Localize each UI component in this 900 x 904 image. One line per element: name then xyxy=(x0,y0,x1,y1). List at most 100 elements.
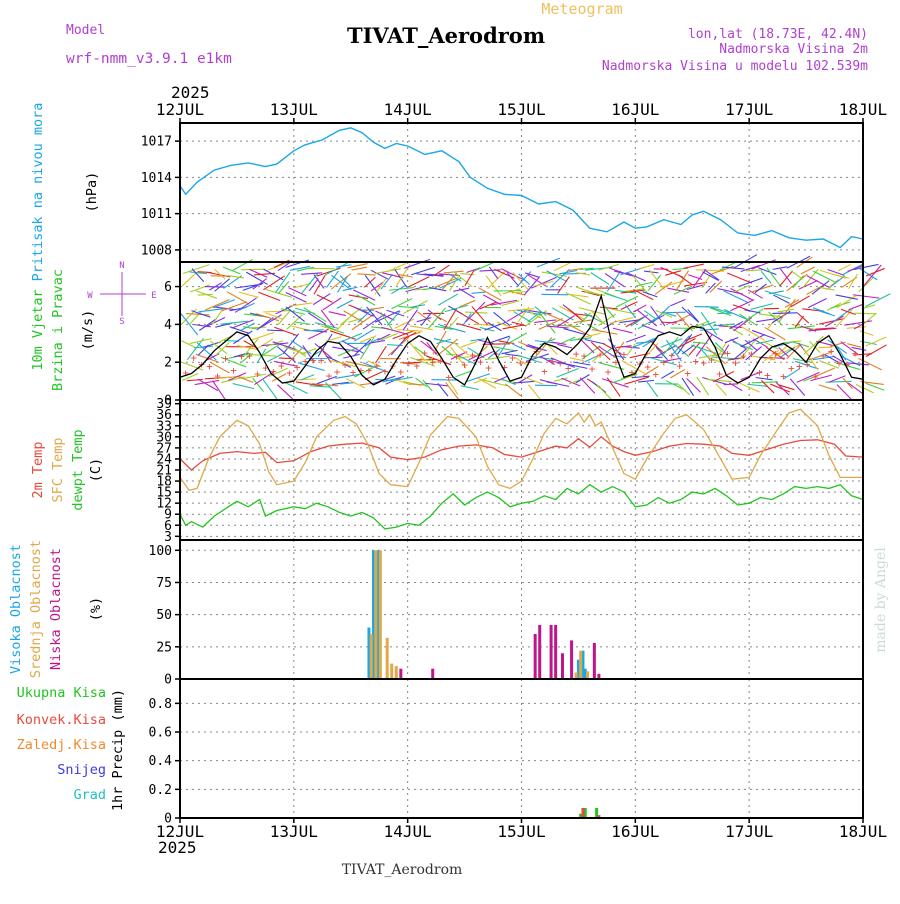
gust-marker: + xyxy=(708,353,715,366)
plot-area: 1008101110141017024636912151821242730333… xyxy=(100,100,890,841)
temp-unit: (C) xyxy=(88,458,104,482)
gust-marker: + xyxy=(780,370,787,383)
wind-arrow xyxy=(541,294,568,295)
y-tick-label: 75 xyxy=(156,576,172,591)
gust-marker: + xyxy=(573,347,580,360)
high-cloud-label: Visoka Oblacnost xyxy=(8,544,24,674)
wind-arrow xyxy=(866,268,885,275)
y-tick-label: 6 xyxy=(164,280,172,295)
compass-e: E xyxy=(151,291,156,301)
bar-konvek-kisa xyxy=(581,808,584,818)
gust-marker: + xyxy=(589,363,596,376)
gust-marker: + xyxy=(820,350,827,363)
y-tick-label: 1008 xyxy=(141,243,172,258)
gust-marker: + xyxy=(398,365,405,378)
footer-station: TIVAT_Aerodrom xyxy=(342,862,463,878)
y-tick-label: 0.6 xyxy=(149,726,172,741)
bar-srednja-oblacnost xyxy=(579,651,582,679)
y-tick-label: 1011 xyxy=(141,207,172,222)
y-tick-label: 25 xyxy=(156,640,172,655)
bar-srednja-oblacnost xyxy=(390,664,393,679)
model-name: wrf-nmm_v3.9.1 e1km xyxy=(66,51,232,67)
gust-marker: + xyxy=(828,345,835,358)
gust-marker: + xyxy=(796,360,803,373)
mid-cloud-label: Srednja Oblacnost xyxy=(28,540,44,678)
wind-arrow xyxy=(866,294,891,307)
gust-marker: + xyxy=(254,368,261,381)
elevation-label: Nadmorska Visina 2m xyxy=(719,42,868,57)
gust-marker: + xyxy=(629,366,636,379)
gust-marker: + xyxy=(405,357,412,370)
gust-marker: + xyxy=(852,347,859,360)
snow-label: Snijeg xyxy=(57,762,106,778)
bar-niska-oblacnost xyxy=(570,640,573,679)
gust-marker: + xyxy=(549,355,556,368)
gust-marker: + xyxy=(772,347,779,360)
gust-marker: + xyxy=(374,359,381,372)
lonlat-label: lon,lat (18.73E, 42.4N) xyxy=(688,27,868,42)
gust-marker: + xyxy=(230,364,237,377)
gust-marker: + xyxy=(788,362,795,375)
precip-unit: 1hr Precip (mm) xyxy=(110,689,126,811)
gust-marker: + xyxy=(222,352,229,365)
x-tick-label-top: 16JUL xyxy=(611,100,659,119)
frozen-precip-label: Zaledj.Kisa xyxy=(17,737,106,753)
gust-marker: + xyxy=(676,360,683,373)
dewpt-label: dewpt Temp xyxy=(70,429,86,510)
x-tick-label-bottom: 17JUL xyxy=(725,822,773,841)
gust-marker: + xyxy=(366,364,373,377)
bar-niska-oblacnost xyxy=(561,653,564,679)
gust-marker: + xyxy=(469,348,476,361)
wind-label-2: Brzina i Pravac xyxy=(50,269,66,391)
gust-marker: + xyxy=(493,347,500,360)
y-tick-label: 4 xyxy=(164,318,172,333)
gust-marker: + xyxy=(334,366,341,379)
x-tick-label-top: 17JUL xyxy=(725,100,773,119)
compass-s: S xyxy=(119,317,124,327)
gust-marker: + xyxy=(238,350,245,363)
gust-marker: + xyxy=(541,365,548,378)
bar-niska-oblacnost xyxy=(538,625,541,679)
gust-marker: + xyxy=(605,365,612,378)
x-tick-label-top: 14JUL xyxy=(384,100,432,119)
gust-marker: + xyxy=(660,356,667,369)
y-tick-label: 50 xyxy=(156,608,172,623)
gust-marker: + xyxy=(453,350,460,363)
gust-marker: + xyxy=(748,348,755,361)
gust-marker: + xyxy=(645,360,652,373)
chart-title: TIVAT_Aerodrom xyxy=(347,23,545,48)
watermark: made by Angel xyxy=(873,547,889,653)
gust-marker: + xyxy=(509,352,516,365)
x-tick-label-bottom: 18JUL xyxy=(839,822,887,841)
x-tick-label-bottom: 13JUL xyxy=(270,822,318,841)
pressure-unit: (hPa) xyxy=(84,172,100,213)
gust-marker: + xyxy=(286,367,293,380)
gust-marker: + xyxy=(326,370,333,383)
wind-label: 10m Vjetar xyxy=(30,289,46,370)
wind-arrow xyxy=(251,327,266,328)
bar-niska-oblacnost xyxy=(399,669,402,679)
low-cloud-label: Niska Oblacnost xyxy=(48,548,64,670)
gust-marker: + xyxy=(342,359,349,372)
wind-arrow xyxy=(861,382,884,385)
gust-marker: + xyxy=(668,349,675,362)
graupel-label: Grad xyxy=(73,787,106,803)
x-tick-label-top: 12JUL xyxy=(156,100,204,119)
gust-marker: + xyxy=(740,349,747,362)
gust-marker: + xyxy=(732,357,739,370)
y-tick-label: 1014 xyxy=(141,171,172,186)
meteogram-label: Meteogram xyxy=(541,0,622,18)
y-tick-label: 0 xyxy=(164,673,172,688)
conv-precip-label: Konvek.Kisa xyxy=(17,712,106,728)
bar-srednja-oblacnost xyxy=(370,634,373,679)
x-tick-label-bottom: 12JUL xyxy=(156,822,204,841)
y-tick-label: 2 xyxy=(164,356,172,371)
cloud-unit: (%) xyxy=(88,597,104,621)
bar-srednja-oblacnost xyxy=(379,550,382,679)
gust-marker: + xyxy=(206,360,213,373)
bar-niska-oblacnost xyxy=(431,669,434,679)
x-tick-label-bottom: 14JUL xyxy=(384,822,432,841)
wind-arrow xyxy=(241,269,265,270)
